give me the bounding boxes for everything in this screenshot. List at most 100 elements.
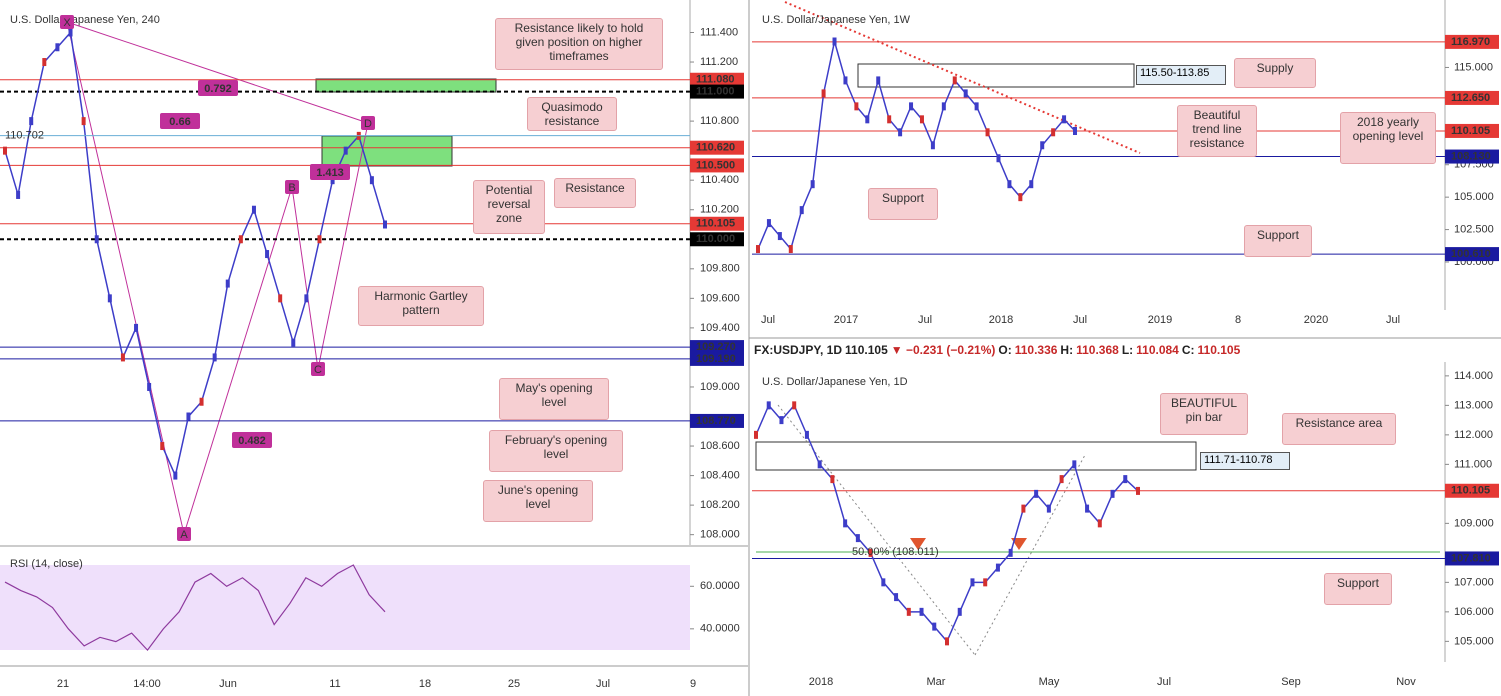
ratio-label: 0.66: [169, 116, 190, 128]
price-tag: [690, 216, 744, 231]
pattern-label: C: [314, 364, 322, 376]
candle: [894, 593, 899, 602]
candle: [1085, 504, 1090, 513]
y-tick-label: 40.0000: [700, 623, 740, 635]
price-tag-label: 100.610: [1451, 248, 1491, 260]
x-tick-label: 9: [690, 678, 696, 690]
candle: [42, 58, 47, 67]
rsi-band: [0, 565, 690, 650]
price-tag-label: 111.080: [696, 74, 735, 86]
candle: [887, 115, 892, 124]
ratio-label: 0.482: [238, 435, 266, 447]
y-tick-label: 105.000: [1454, 191, 1494, 203]
y-tick-label: 109.400: [700, 322, 740, 334]
price-tag: [690, 72, 744, 87]
price-tag: [690, 413, 744, 428]
ohlc-v: 110.368: [1076, 343, 1119, 357]
candle: [1073, 127, 1077, 136]
fib-line: [777, 404, 976, 656]
ratio-label: 0.792: [204, 83, 232, 95]
pattern-label: D: [364, 118, 372, 130]
y-tick-label: 105.000: [1454, 635, 1494, 647]
ratio-tag: [198, 80, 238, 96]
ratio-tag: [232, 432, 272, 448]
candle: [16, 190, 21, 199]
gartley: [66, 21, 369, 536]
candle: [766, 219, 771, 228]
candle: [212, 353, 217, 362]
last: 110.105: [845, 343, 888, 357]
x-tick-label: Jul: [1073, 314, 1087, 326]
candle: [919, 115, 924, 124]
candle: [941, 102, 946, 111]
candle: [919, 607, 924, 616]
candle: [996, 154, 1001, 163]
candle: [1034, 489, 1039, 498]
candle: [94, 235, 99, 244]
ohlc-k: H:: [1060, 343, 1074, 357]
candle: [799, 206, 804, 215]
y-tick-label: 111.400: [700, 26, 738, 38]
candle: [810, 180, 815, 189]
price-tag-label: 109.190: [696, 353, 736, 365]
ratio-tag: [310, 164, 350, 180]
price-tag-label: 108.130: [1451, 150, 1491, 162]
candle: [952, 76, 957, 85]
ohlc: O: 110.336 H: 110.368 L: 110.084 C: 110.105: [998, 343, 1243, 357]
arrow: [1011, 538, 1027, 550]
y-tick-label: 111.200: [700, 56, 738, 68]
x-tick-label: 18: [419, 678, 431, 690]
candle: [974, 102, 979, 111]
x-tick-label: 14:00: [133, 678, 161, 690]
x-tick-label: Jun: [219, 678, 237, 690]
candle: [777, 232, 782, 241]
price-tag: [1445, 149, 1499, 164]
candle: [843, 519, 848, 528]
ohlc-k: L:: [1121, 343, 1134, 357]
price-tag: [1445, 247, 1499, 262]
callout: Support: [1244, 225, 1312, 257]
ratio-tag: [160, 113, 200, 129]
x-tick-label: Jul: [596, 678, 610, 690]
x-tick-label: May: [1039, 676, 1060, 688]
candle: [1051, 128, 1056, 137]
candle: [843, 76, 848, 85]
candle: [792, 401, 797, 410]
x-tick-label: 2020: [1304, 314, 1328, 326]
price-tag: [1445, 90, 1499, 105]
price-tag-label: 110.000: [696, 233, 735, 245]
x-tick-label: 11: [329, 678, 340, 690]
y-tick-label: 109.000: [1454, 517, 1494, 529]
candle: [754, 430, 758, 439]
callout: June's opening level: [483, 480, 593, 522]
price-tag-label: 107.810: [1451, 552, 1491, 564]
y-tick-label: 107.000: [1454, 576, 1494, 588]
candle: [1007, 180, 1012, 189]
candle: [173, 471, 178, 480]
ohlc-v: 110.336: [1014, 343, 1058, 357]
price-tag-label: 109.270: [696, 341, 736, 353]
candle: [1110, 489, 1115, 498]
pattern-point: [311, 362, 325, 376]
candle: [945, 637, 949, 646]
candle: [817, 460, 822, 469]
ohlc-k: O:: [998, 343, 1012, 357]
candle: [251, 205, 256, 214]
callout: BEAUTIFUL pin bar: [1160, 393, 1248, 435]
panel-title: U.S. Dollar/Japanese Yen, 1W: [762, 14, 911, 26]
candle: [830, 475, 835, 484]
symbol: FX:USDJPY, 1D: [754, 343, 843, 357]
price-tag: [690, 84, 744, 99]
candle: [832, 37, 837, 46]
candle: [995, 563, 1000, 572]
x-tick-label: 8: [1235, 314, 1241, 326]
candle: [983, 578, 988, 587]
candle: [788, 245, 793, 254]
candle: [1072, 460, 1077, 469]
callout: Potential reversal zone: [473, 180, 545, 234]
candle: [963, 89, 968, 98]
callout: Beautiful trend line resistance: [1177, 105, 1257, 157]
candle: [854, 102, 859, 111]
candle: [107, 294, 112, 303]
candle: [134, 323, 139, 332]
